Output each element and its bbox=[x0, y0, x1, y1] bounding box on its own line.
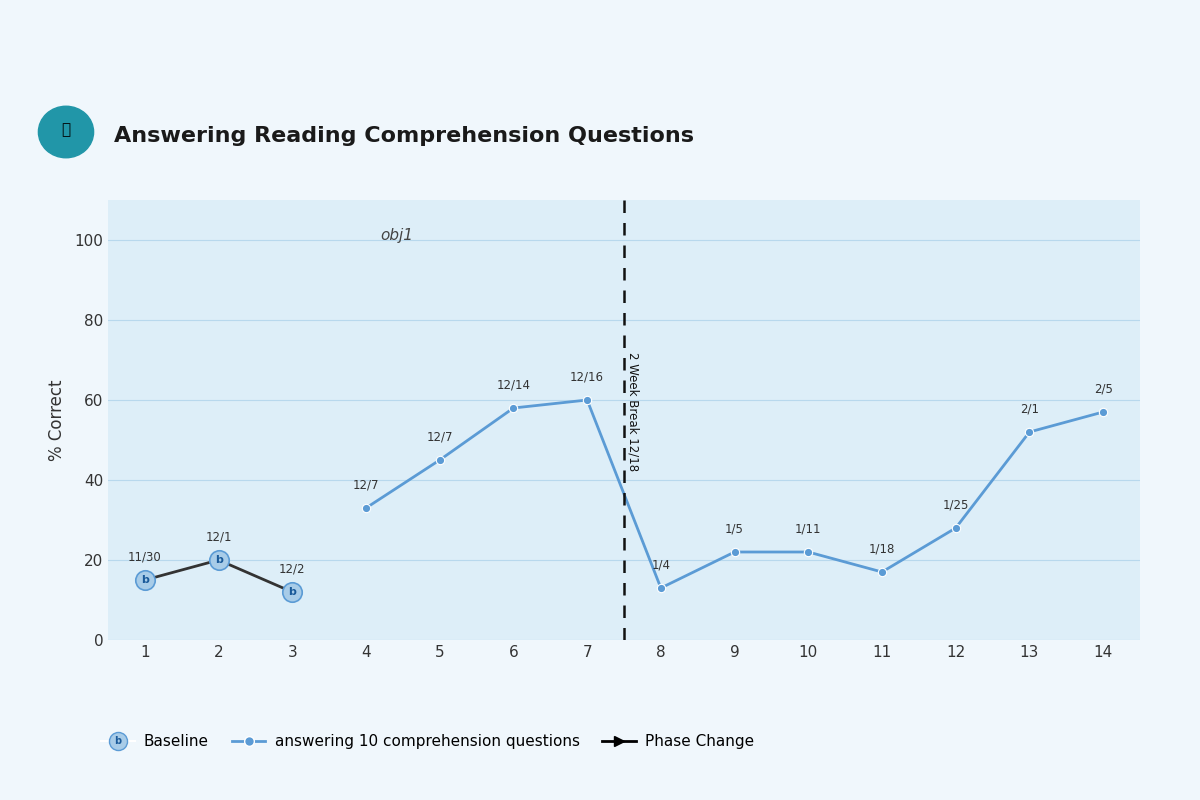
Text: obj1: obj1 bbox=[380, 228, 414, 243]
Text: 🧑: 🧑 bbox=[61, 122, 71, 137]
Text: 12/7: 12/7 bbox=[353, 479, 379, 492]
Text: 2 Week Break 12/18: 2 Week Break 12/18 bbox=[626, 352, 640, 471]
Text: 1/4: 1/4 bbox=[652, 559, 671, 572]
Text: b: b bbox=[288, 587, 296, 597]
Text: Answering Reading Comprehension Questions: Answering Reading Comprehension Question… bbox=[114, 126, 694, 146]
Text: 1/5: 1/5 bbox=[725, 523, 744, 536]
Circle shape bbox=[38, 106, 94, 158]
Text: 12/7: 12/7 bbox=[426, 431, 452, 444]
Text: 2/5: 2/5 bbox=[1093, 383, 1112, 396]
Text: b: b bbox=[140, 575, 149, 585]
Text: 1/25: 1/25 bbox=[942, 499, 968, 512]
Text: 12/2: 12/2 bbox=[280, 563, 306, 576]
Text: b: b bbox=[114, 736, 121, 746]
Text: 1/18: 1/18 bbox=[869, 543, 895, 556]
Text: 2/1: 2/1 bbox=[1020, 403, 1039, 416]
Text: 11/30: 11/30 bbox=[128, 551, 162, 564]
Text: 12/16: 12/16 bbox=[570, 371, 604, 384]
Text: b: b bbox=[215, 555, 222, 565]
Text: 1/11: 1/11 bbox=[796, 523, 822, 536]
Text: 12/14: 12/14 bbox=[497, 379, 530, 392]
Y-axis label: % Correct: % Correct bbox=[48, 379, 66, 461]
Legend: Baseline, answering 10 comprehension questions, Phase Change: Baseline, answering 10 comprehension que… bbox=[95, 728, 761, 755]
Text: 12/1: 12/1 bbox=[205, 531, 232, 544]
